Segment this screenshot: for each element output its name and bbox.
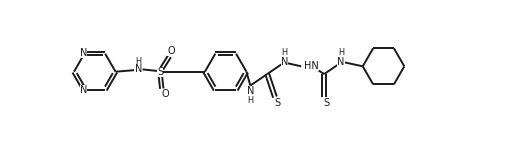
Text: N: N	[80, 48, 87, 58]
Text: H: H	[338, 48, 344, 57]
Text: N: N	[247, 86, 254, 96]
Text: S: S	[274, 98, 280, 107]
Text: H: H	[281, 48, 287, 57]
Text: H: H	[247, 96, 254, 105]
Text: N: N	[280, 58, 288, 67]
Text: S: S	[157, 67, 163, 77]
Text: S: S	[323, 98, 330, 107]
Text: N: N	[135, 64, 143, 74]
Text: HN: HN	[304, 60, 319, 71]
Text: N: N	[338, 58, 345, 67]
Text: O: O	[167, 46, 175, 56]
Text: O: O	[161, 89, 169, 99]
Text: N: N	[80, 85, 87, 95]
Text: H: H	[136, 57, 141, 66]
